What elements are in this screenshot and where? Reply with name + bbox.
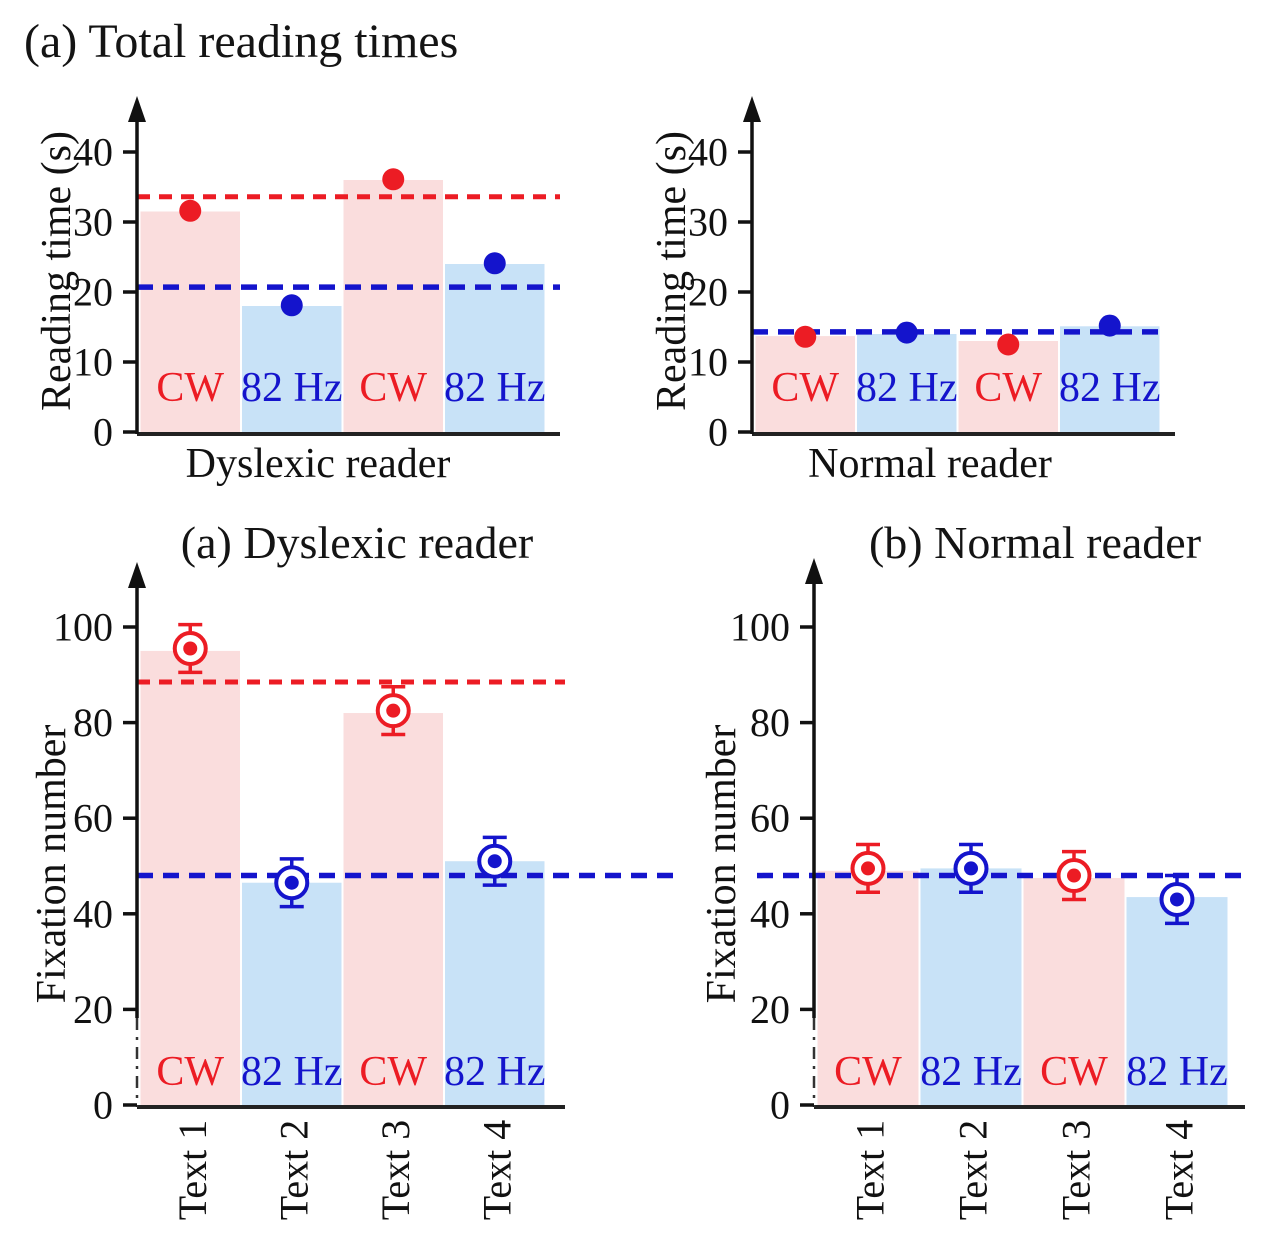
x-axis-label: Dyslexic reader	[186, 441, 451, 487]
bar-text-2-82-hz	[920, 868, 1022, 1107]
x-tick-label-text-4: Text 4	[1157, 1120, 1202, 1221]
data-point	[386, 703, 401, 718]
y-axis-label: Fixation number	[699, 725, 745, 1004]
data-point	[997, 333, 1020, 356]
y-tick-label: 20	[73, 270, 113, 315]
y-tick-label: 80	[750, 700, 790, 745]
x-tick-label-text-3: Text 3	[373, 1120, 418, 1221]
y-tick-label: 100	[53, 605, 113, 650]
y-tick-label: 0	[770, 1083, 790, 1128]
y-tick-label: 0	[708, 410, 728, 455]
bar-label-82-hz: 82 Hz	[1059, 365, 1160, 411]
y-tick-label: 10	[73, 340, 113, 385]
y-tick-label: 60	[750, 796, 790, 841]
data-point	[895, 321, 918, 344]
y-tick-label: 20	[73, 987, 113, 1032]
data-point	[1170, 892, 1184, 907]
y-axis-label: Reading time (s)	[649, 131, 695, 411]
bar-cw	[140, 211, 240, 434]
y-tick-label: 10	[688, 340, 728, 385]
bar-text-1-cw	[817, 870, 919, 1107]
data-point	[1067, 868, 1081, 883]
panel-title-fixation-dyslexic: (a) Dyslexic reader	[180, 517, 534, 568]
data-point	[382, 168, 405, 191]
y-axis-arrowhead	[128, 96, 146, 122]
x-tick-label-text-4: Text 4	[474, 1120, 519, 1221]
bar-label-82-hz: 82 Hz	[241, 1049, 342, 1095]
bar-text-2-82-hz	[242, 882, 342, 1107]
y-axis-arrowhead	[805, 558, 823, 584]
bar-82-hz	[445, 264, 545, 434]
y-tick-label: 20	[688, 270, 728, 315]
bar-label-82-hz: 82 Hz	[444, 1049, 545, 1095]
x-tick-label-text-2: Text 2	[951, 1120, 996, 1221]
data-point	[794, 325, 817, 348]
bar-label-cw: CW	[1040, 1049, 1108, 1095]
data-point	[280, 294, 303, 317]
bar-label-cw: CW	[156, 1049, 224, 1095]
y-tick-label: 0	[93, 1083, 113, 1128]
y-tick-label: 30	[73, 200, 113, 245]
bar-text-4-82-hz	[445, 861, 545, 1107]
y-tick-label: 100	[730, 605, 790, 650]
x-tick-label-text-1: Text 1	[848, 1120, 893, 1221]
data-point	[183, 641, 198, 656]
y-axis-arrowhead	[743, 96, 761, 122]
y-axis-arrowhead	[128, 562, 146, 588]
bar-cw	[343, 180, 443, 434]
bar-label-82-hz: 82 Hz	[920, 1049, 1021, 1095]
y-axis-label: Reading time (s)	[34, 131, 80, 411]
bar-82-hz	[242, 306, 342, 434]
bar-82-hz	[1060, 326, 1160, 434]
y-tick-label: 0	[93, 410, 113, 455]
bar-label-82-hz: 82 Hz	[856, 365, 957, 411]
y-tick-label: 80	[73, 700, 113, 745]
x-tick-label-text-3: Text 3	[1054, 1120, 1099, 1221]
bar-text-1-cw	[140, 650, 240, 1107]
bar-label-82-hz: 82 Hz	[241, 365, 342, 411]
bar-cw	[755, 336, 855, 434]
panel-title-fixation-normal: (b) Normal reader	[868, 517, 1202, 568]
y-tick-label: 40	[750, 891, 790, 936]
figure-title: (a) Total reading times	[24, 15, 459, 68]
bar-label-cw: CW	[974, 365, 1042, 411]
data-point	[487, 854, 502, 869]
bar-label-cw: CW	[359, 1049, 427, 1095]
data-point	[179, 199, 202, 222]
y-tick-label: 30	[688, 200, 728, 245]
y-tick-label: 40	[73, 130, 113, 175]
y-tick-label: 40	[73, 891, 113, 936]
bar-label-82-hz: 82 Hz	[444, 365, 545, 411]
data-point	[1098, 314, 1121, 337]
bar-label-cw: CW	[359, 365, 427, 411]
x-tick-label-text-1: Text 1	[170, 1120, 215, 1221]
bar-text-3-cw	[343, 713, 443, 1107]
x-axis-label: Normal reader	[808, 441, 1052, 487]
bar-label-cw: CW	[771, 365, 839, 411]
y-tick-label: 20	[750, 987, 790, 1032]
bar-label-cw: CW	[834, 1049, 902, 1095]
data-point	[284, 875, 299, 890]
data-point	[964, 861, 978, 876]
bar-label-82-hz: 82 Hz	[1126, 1049, 1227, 1095]
data-point	[861, 861, 875, 876]
y-axis-label: Fixation number	[29, 725, 75, 1004]
data-point	[483, 252, 506, 275]
y-tick-label: 60	[73, 796, 113, 841]
bar-text-4-82-hz	[1126, 897, 1228, 1107]
bar-text-3-cw	[1023, 877, 1125, 1107]
y-tick-label: 40	[688, 130, 728, 175]
x-tick-label-text-2: Text 2	[271, 1120, 316, 1221]
bar-82-hz	[857, 334, 957, 434]
bar-cw	[958, 341, 1058, 434]
bar-label-cw: CW	[156, 365, 224, 411]
